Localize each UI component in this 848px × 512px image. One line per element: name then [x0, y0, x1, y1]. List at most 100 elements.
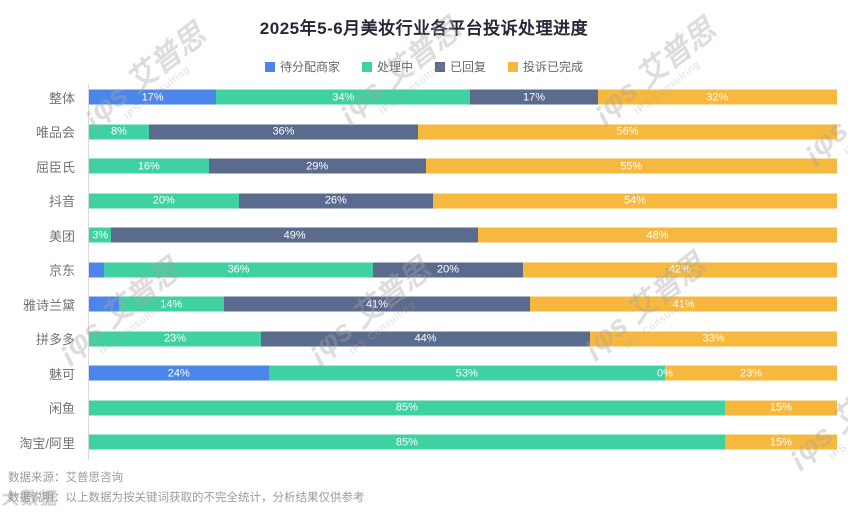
chart-row: 拼多多 23% 44% 33% [0, 322, 848, 357]
category-label: 抖音 [48, 194, 75, 210]
segment-value-label: 36% [272, 125, 295, 138]
segment-value-label: 53% [455, 367, 478, 380]
chart-row: 雅诗兰黛 14% 41% 41% [0, 287, 848, 322]
segment-value-label: 3% [92, 229, 109, 242]
segment-value-label: 49% [283, 229, 306, 242]
bar-segment-processing: 53% [268, 365, 665, 381]
bar-segment-pending [89, 262, 104, 278]
category-label: 雅诗兰黛 [22, 297, 75, 313]
segment-value-label: 17% [141, 91, 164, 104]
bar-segment-processing: 3% [89, 227, 112, 243]
chart-row: 闲鱼 85% 15% [0, 391, 848, 426]
bar-track: 85% 15% [89, 434, 837, 450]
segment-value-label: 32% [706, 91, 729, 104]
segment-value-label: 24% [167, 367, 190, 380]
segment-value-label: 8% [110, 125, 127, 138]
segment-value-label: 56% [616, 125, 639, 138]
data-source-text: 数据来源：艾普思咨询 [8, 472, 123, 484]
bar-track: 23% 44% 33% [89, 331, 837, 347]
chart-title: 2025年5-6月美妆行业各平台投诉处理进度 [259, 19, 589, 38]
bar-segment-processing: 8% [89, 124, 149, 140]
bar-segment-processing: 14% [118, 296, 224, 312]
bar-track: 36% 20% 42% [89, 262, 837, 278]
bar-segment-completed: 56% [418, 124, 837, 140]
category-label: 美团 [48, 228, 75, 244]
bar-segment-completed: 54% [433, 193, 837, 209]
segment-value-label: 15% [769, 436, 792, 449]
bar-segment-processing: 85% [89, 434, 725, 450]
bar-segment-completed: 55% [425, 158, 837, 174]
legend-item-pending: 待分配商家 [264, 58, 340, 75]
segment-value-label: 0% [657, 367, 673, 380]
bar-segment-completed: 15% [724, 434, 837, 450]
segment-value-label: 20% [152, 194, 175, 207]
segment-value-label: 85% [395, 436, 418, 449]
bar-segment-completed: 15% [724, 400, 837, 416]
legend-item-completed: 投诉已完成 [508, 58, 583, 75]
segment-value-label: 42% [668, 263, 691, 276]
bar-segment-replied: 41% [223, 296, 531, 312]
chart-row: 屈臣氏 16% 29% 55% [0, 149, 848, 184]
chart-row: 唯品会 8% 36% 56% [0, 115, 848, 150]
bar-track: 17% 34% 17% 32% [89, 89, 837, 105]
y-axis-line [88, 84, 89, 460]
chart-row: 魅可 24% 53% 0% 23% [0, 356, 848, 391]
bar-segment-processing: 34% [216, 89, 471, 105]
category-label: 整体 [48, 90, 75, 106]
bar-track: 20% 26% 54% [89, 193, 837, 209]
bottom-left-watermark: 大数据 [2, 489, 59, 508]
category-label: 闲鱼 [48, 401, 75, 417]
segment-value-label: 23% [164, 332, 187, 345]
segment-value-label: 17% [523, 91, 546, 104]
bar-segment-pending: 24% [89, 365, 269, 381]
legend-label-replied: 已回复 [450, 60, 487, 74]
segment-value-label: 55% [620, 160, 643, 173]
segment-value-label: 44% [414, 332, 437, 345]
bar-segment-pending [89, 296, 119, 312]
segment-value-label: 54% [624, 194, 647, 207]
bar-segment-completed: 42% [522, 262, 837, 278]
bar-track: 85% 15% [89, 400, 837, 416]
category-label: 拼多多 [35, 332, 75, 348]
bar-track: 3% 49% 48% [89, 227, 837, 243]
bar-segment-replied: 44% [261, 331, 591, 347]
category-label: 魅可 [48, 366, 75, 382]
legend-item-processing: 处理中 [361, 58, 413, 75]
legend-swatch-completed [508, 61, 519, 72]
legend-swatch-pending [264, 61, 275, 72]
category-label: 屈臣氏 [35, 159, 75, 175]
bar-segment-completed: 48% [477, 227, 837, 243]
bar-segment-replied: 36% [148, 124, 419, 140]
bar-segment-processing: 20% [89, 193, 239, 209]
segment-value-label: 26% [324, 194, 347, 207]
chart-row: 京东 36% 20% 42% [0, 253, 848, 288]
category-label: 京东 [48, 263, 75, 279]
segment-value-label: 29% [306, 160, 329, 173]
bar-segment-replied: 17% [470, 89, 598, 105]
legend-swatch-replied [435, 61, 445, 72]
legend-swatch-processing [361, 61, 372, 72]
bar-segment-completed: 41% [530, 296, 837, 312]
segment-value-label: 85% [395, 401, 418, 414]
segment-value-label: 15% [769, 401, 792, 414]
segment-value-label: 33% [702, 332, 725, 345]
chart-row: 美团 3% 49% 48% [0, 218, 848, 253]
bar-segment-processing: 23% [89, 331, 262, 347]
bar-segment-processing: 16% [89, 158, 209, 174]
data-note-text: 数据说明：以上数据为按关键词获取的不完全统计，分析结果仅供参考 [8, 492, 365, 504]
category-label: 淘宝/阿里 [19, 435, 75, 451]
segment-value-label: 41% [365, 298, 388, 311]
segment-value-label: 48% [646, 229, 669, 242]
stacked-bar-chart: 整体 17% 34% 17% 32% 唯品会 8% 36% 56% 屈臣氏 16% 29% 55% 抖音 2… [0, 80, 848, 460]
bar-segment-replied: 29% [208, 158, 426, 174]
bar-track: 8% 36% 56% [89, 124, 837, 140]
legend-label-completed: 投诉已完成 [523, 60, 584, 74]
chart-row: 淘宝/阿里 85% 15% [0, 425, 848, 460]
segment-value-label: 16% [137, 160, 160, 173]
bar-track: 16% 29% 55% [89, 158, 837, 174]
bar-segment-pending: 17% [89, 89, 217, 105]
bar-segment-replied: 49% [111, 227, 478, 243]
bar-segment-replied: 26% [238, 193, 434, 209]
segment-value-label: 36% [227, 263, 250, 276]
